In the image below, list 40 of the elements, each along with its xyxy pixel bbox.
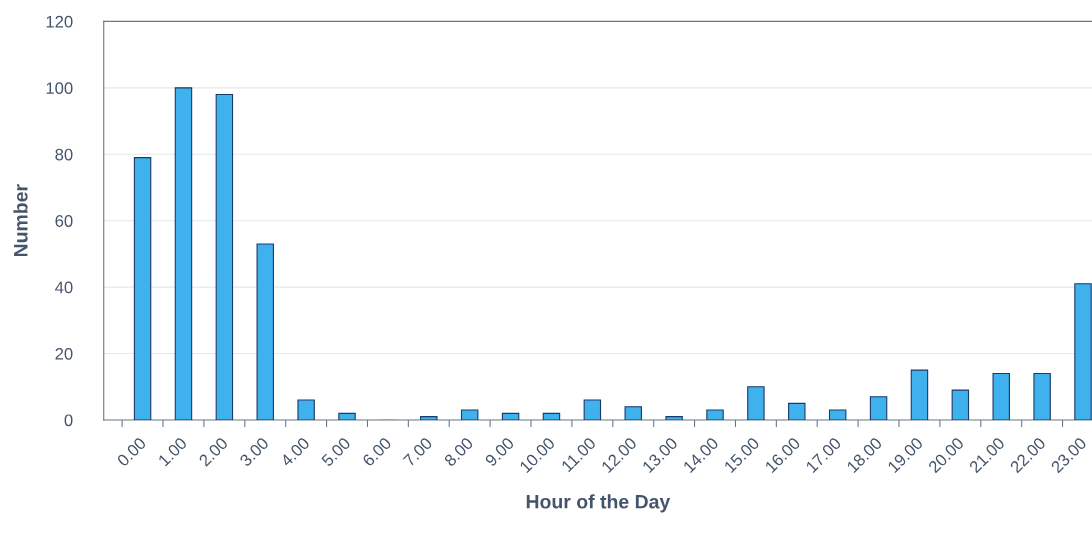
bar [951,389,970,420]
bar [542,412,561,420]
x-tick-label: 9.00 [484,436,515,467]
bar [256,243,274,420]
bar [665,416,683,420]
bar [583,399,602,420]
y-tick-label: 20 [55,347,73,360]
y-tick-label: 100 [46,82,73,95]
bar [501,412,520,420]
x-tick-label: 3.00 [238,436,270,468]
bar [747,386,765,420]
y-tick-label: 60 [55,215,73,227]
bar [624,406,642,420]
bar [706,409,724,420]
bar [910,369,929,420]
bar [1074,283,1092,420]
y-tick-label: 40 [55,281,73,294]
x-tick-label: 7.00 [402,436,433,467]
bar [1033,372,1051,420]
bar [992,372,1010,420]
x-tick-label: 0.00 [116,436,147,468]
bar [828,409,847,420]
bar [788,402,806,420]
bar [460,409,479,420]
y-tick-label: 0 [64,414,73,427]
bar [133,157,152,420]
bar [297,399,315,420]
bar [869,396,888,420]
x-tick-label: 8.00 [443,436,474,467]
bar [338,412,356,420]
y-axis-title: Number [13,184,28,257]
bar [174,87,193,420]
y-tick-label: 120 [46,15,73,28]
y-tick-label: 80 [55,148,73,161]
bar [420,416,438,420]
x-tick-label: 6.00 [361,436,393,467]
x-axis-title: Hour of the Day [526,494,671,513]
bar [215,93,234,420]
x-tick-label: 5.00 [320,436,352,468]
x-tick-label: 4.00 [279,436,311,468]
